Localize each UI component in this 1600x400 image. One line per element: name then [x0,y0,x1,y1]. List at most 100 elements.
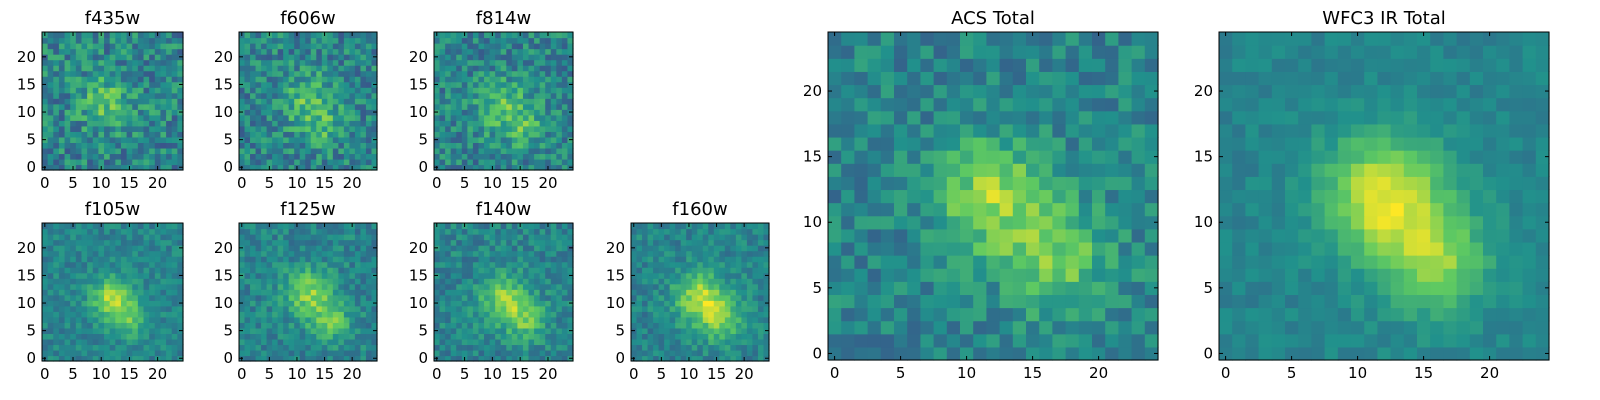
pixel-cell [550,109,557,116]
pixel-cell [556,87,563,94]
pixel-cell [327,327,334,334]
pixel-cell [550,76,557,83]
pixel-cell [478,278,485,285]
pixel-cell [250,349,257,357]
pixel-cell [132,344,139,351]
pixel-cell [327,65,334,72]
pixel-cell [517,37,524,44]
pixel-cell [109,98,116,105]
pixel-cell [456,239,463,246]
pixel-cell [87,289,94,296]
pixel-cell [631,228,638,235]
pixel-cell [539,333,546,340]
pixel-cell [371,305,378,312]
pixel-cell [467,164,474,171]
pixel-cell [445,37,452,44]
pixel-cell [517,87,524,94]
pixel-cell [999,346,1014,361]
pixel-cell [299,87,306,94]
pixel-cell [534,76,541,83]
pixel-cell [719,294,726,301]
pixel-cell [1131,241,1146,256]
pixel-cell [261,355,268,362]
pixel-cell [70,37,77,44]
pixel-cell [109,59,116,66]
pixel-cell [239,92,246,99]
pixel-cell [115,158,122,166]
pixel-cell [461,48,468,55]
pixel-cell [42,37,49,44]
pixel-cell [763,322,770,329]
pixel-cell [511,228,518,235]
pixel-cell [360,311,367,318]
pixel-cell [137,333,145,340]
pixel-cell [500,311,507,318]
pixel-cell [81,333,88,340]
pixel-cell [160,349,167,357]
pixel-cell [283,272,290,279]
pixel-cell [58,289,66,296]
pixel-cell [244,272,251,279]
pixel-cell [702,311,709,318]
pixel-cell [305,333,312,340]
pixel-cell [288,54,295,61]
pixel-cell [42,59,49,66]
pixel-cell [1039,307,1053,322]
pixel-cell [143,305,150,312]
pixel-cell [478,76,485,83]
pixel-cell [321,37,328,44]
pixel-cell [42,92,49,99]
pixel-cell [545,120,552,127]
panel-title: f814w [476,8,531,29]
pixel-cell [360,98,367,105]
pixel-cell [478,103,485,110]
pixel-cell [1131,320,1146,335]
pixel-cell [636,322,643,329]
pixel-cell [439,300,446,307]
pixel-cell [1131,163,1146,177]
pixel-cell [64,120,71,127]
pixel-cell [321,311,328,318]
pixel-cell [686,256,693,263]
pixel-cell [261,294,268,301]
pixel-cell [104,250,111,257]
pixel-cell [349,338,356,346]
pixel-cell [933,346,948,361]
pixel-cell [299,76,306,83]
pixel-cell [528,300,535,307]
pixel-cell [115,333,122,340]
pixel-cell [461,103,468,110]
pixel-cell [371,278,378,285]
pixel-cell [81,87,88,94]
pixel-cell [87,234,94,241]
pixel-cell [294,103,301,110]
pixel-cell [277,81,284,88]
pixel-cell [42,131,49,138]
pixel-cell [70,81,77,88]
pixel-cell [58,65,66,72]
pixel-cell [757,283,765,290]
pixel-cell [360,142,367,149]
pixel-cell [517,54,524,61]
pixel-cell [75,43,83,50]
pixel-cell [283,300,290,307]
pixel-cell [757,228,765,235]
pixel-cell [277,136,284,143]
pixel-cell [647,294,654,301]
pixel-cell [250,59,257,66]
pixel-cell [664,327,671,334]
pixel-cell [658,344,665,351]
pixel-cell [461,98,468,105]
pixel-cell [484,131,491,138]
pixel-cell [92,164,99,171]
pixel-cell [434,234,441,241]
pixel-cell [343,131,350,138]
pixel-cell [556,32,563,39]
pixel-cell [109,92,116,99]
pixel-cell [349,333,356,340]
pixel-cell [461,327,468,334]
pixel-cell [702,256,709,263]
pixel-cell [149,256,156,263]
pixel-cell [752,228,759,235]
pixel-cell [445,289,452,296]
